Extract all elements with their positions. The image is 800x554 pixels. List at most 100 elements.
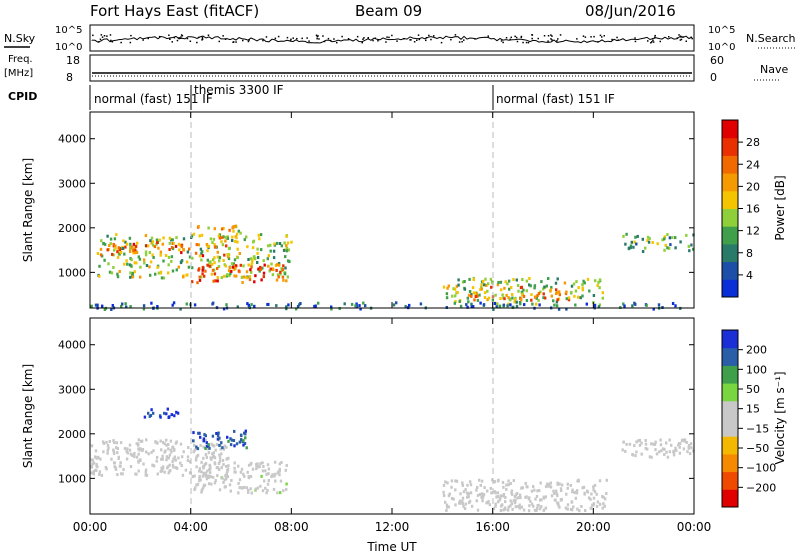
heatmap-cell: [497, 281, 500, 284]
heatmap-cell: [579, 296, 582, 300]
heatmap-cell: [583, 281, 586, 285]
heatmap-cell: [622, 302, 625, 306]
x-tick-label: 12:00: [375, 520, 410, 534]
heatmap-cell: [509, 298, 512, 302]
heatmap-cell: [580, 505, 583, 508]
x-tick-label: 00:00: [677, 520, 712, 534]
heatmap-cell: [525, 299, 529, 302]
heatmap-cell: [634, 235, 637, 239]
heatmap-cell: [165, 412, 168, 416]
heatmap-cell: [139, 275, 142, 279]
heatmap-cell: [169, 439, 173, 443]
heatmap-cell: [678, 445, 681, 449]
heatmap-cell: [560, 483, 564, 487]
heatmap-cell: [654, 440, 657, 444]
heatmap-cell: [466, 483, 469, 487]
heatmap-cell: [130, 246, 133, 250]
heatmap-cell: [459, 492, 462, 496]
heatmap-cell: [559, 487, 563, 491]
heatmap-cell: [278, 467, 281, 471]
heatmap-cell: [258, 465, 261, 469]
heatmap-cell: [207, 244, 211, 248]
heatmap-cell: [359, 307, 362, 311]
heatmap-cell: [197, 243, 200, 247]
heatmap-cell: [285, 244, 288, 248]
heatmap-cell: [482, 303, 486, 307]
heatmap-cell: [211, 302, 214, 306]
heatmap-cell: [156, 472, 159, 476]
heatmap-cell: [216, 437, 220, 441]
heatmap-cell: [256, 251, 259, 255]
heatmap-cell: [468, 277, 471, 281]
heatmap-cell: [195, 445, 198, 449]
heatmap-cell: [571, 488, 574, 492]
heatmap-cell: [177, 456, 180, 460]
colorbar-tick-label: −15: [746, 422, 769, 435]
heatmap-cell: [665, 441, 668, 445]
heatmap-cell: [574, 496, 577, 500]
heatmap-cell: [238, 252, 241, 255]
heatmap-cell: [218, 488, 222, 492]
heatmap-cell: [445, 292, 449, 296]
heatmap-cell: [227, 269, 231, 273]
heatmap-cell: [480, 492, 484, 496]
heatmap-cell: [247, 258, 250, 261]
colorbar-swatch: [722, 489, 738, 508]
heatmap-cell: [404, 305, 407, 309]
heatmap-cell: [269, 249, 272, 253]
heatmap-cell: [574, 303, 577, 307]
heatmap-cell: [358, 304, 361, 308]
heatmap-cell: [556, 494, 559, 498]
heatmap-cell: [645, 303, 648, 307]
heatmap-cell: [468, 480, 472, 484]
heatmap-cell: [550, 494, 554, 498]
heatmap-cell: [156, 241, 159, 245]
heatmap-cell: [488, 503, 491, 507]
heatmap-cell: [200, 275, 203, 279]
heatmap-cell: [601, 495, 604, 498]
heatmap-cell: [229, 489, 232, 493]
heatmap-cell: [120, 472, 123, 476]
heatmap-cell: [211, 475, 215, 479]
heatmap-cell: [285, 279, 288, 283]
heatmap-cell: [191, 256, 194, 260]
heatmap-cell: [170, 255, 174, 259]
heatmap-cell: [584, 509, 587, 512]
heatmap-cell: [131, 275, 134, 279]
heatmap-cell: [204, 471, 208, 475]
heatmap-cell: [220, 452, 223, 456]
heatmap-cell: [594, 279, 597, 283]
heatmap-cell: [102, 450, 105, 454]
heatmap-cell: [259, 233, 263, 237]
heatmap-cell: [121, 302, 124, 306]
heatmap-cell: [194, 251, 198, 255]
heatmap-cell: [550, 286, 553, 289]
colorbar-tick-label: 12: [746, 225, 760, 238]
heatmap-cell: [132, 251, 135, 255]
heatmap-cell: [486, 489, 489, 493]
heatmap-cell: [171, 238, 174, 242]
heatmap-cell: [476, 294, 479, 298]
heatmap-cell: [262, 275, 265, 279]
heatmap-cell: [174, 244, 178, 248]
heatmap-cell: [517, 505, 520, 508]
heatmap-cell: [160, 457, 163, 461]
heatmap-cell: [215, 432, 218, 435]
y-tick-label: 4000: [58, 339, 86, 352]
heatmap-cell: [565, 307, 568, 311]
heatmap-cell: [276, 491, 279, 495]
heatmap-cell: [182, 450, 185, 454]
heatmap-cell: [197, 225, 200, 228]
heatmap-cell: [500, 504, 503, 508]
heatmap-cell: [509, 303, 512, 307]
heatmap-cell: [553, 498, 557, 502]
heatmap-cell: [634, 454, 637, 458]
heatmap-cell: [569, 484, 572, 487]
heatmap-cell: [103, 308, 107, 311]
heatmap-cell: [542, 287, 545, 291]
heatmap-cell: [503, 286, 506, 290]
heatmap-cell: [224, 235, 228, 239]
nave-tick-top: 60: [710, 54, 724, 67]
heatmap-cell: [167, 255, 171, 259]
heatmap-cell: [573, 294, 576, 298]
